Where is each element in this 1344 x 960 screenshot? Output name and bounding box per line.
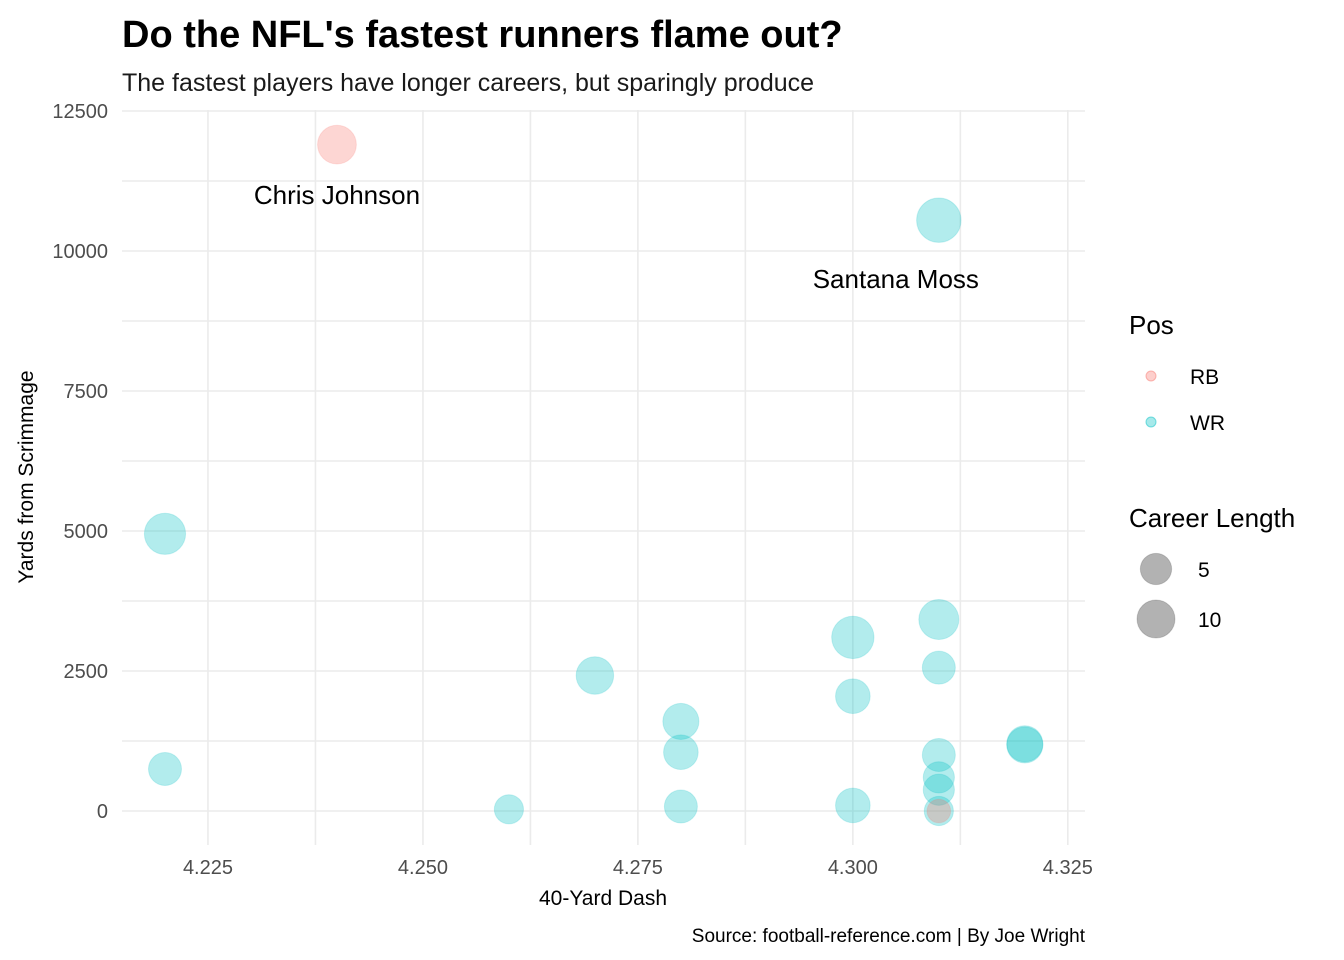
x-axis-title: 40-Yard Dash bbox=[539, 887, 667, 910]
data-point-wr bbox=[575, 656, 615, 695]
data-points bbox=[143, 124, 1044, 827]
legend-label-wr: WR bbox=[1190, 412, 1225, 435]
data-point-wr bbox=[662, 702, 700, 740]
y-tick-label: 12500 bbox=[52, 101, 108, 123]
data-point-rb bbox=[317, 124, 357, 165]
legend-size-label: 5 bbox=[1198, 559, 1210, 582]
x-tick-label: 4.225 bbox=[183, 857, 233, 879]
x-tick-label: 4.275 bbox=[613, 857, 663, 879]
legend-size-items: 5 10 bbox=[1136, 552, 1221, 639]
chart-caption: Source: football-reference.com | By Joe … bbox=[692, 926, 1086, 947]
data-point-wr bbox=[143, 512, 187, 555]
annotations: Chris Johnson Santana Moss bbox=[254, 180, 979, 294]
legend-key-rb bbox=[1145, 370, 1157, 382]
x-tick-label: 4.250 bbox=[398, 857, 448, 879]
data-point-rb bbox=[926, 798, 952, 824]
data-point-wr bbox=[1006, 725, 1044, 763]
point-annotation: Chris Johnson bbox=[254, 180, 420, 210]
legend: Pos RB WR Career Length 5 10 bbox=[1129, 310, 1295, 639]
data-point-wr bbox=[921, 650, 956, 685]
data-point-wr bbox=[921, 738, 956, 772]
y-tick-label: 10000 bbox=[52, 241, 108, 263]
y-axis-title: Yards from Scrimmage bbox=[15, 370, 38, 583]
grid bbox=[122, 110, 1085, 845]
data-point-wr bbox=[922, 761, 955, 794]
x-axis-ticks: 4.225 4.250 4.275 4.300 4.325 bbox=[183, 857, 1093, 879]
data-point-wr bbox=[922, 773, 955, 806]
legend-title-career-length: Career Length bbox=[1129, 503, 1295, 533]
legend-color-items: RB WR bbox=[1145, 366, 1225, 435]
y-tick-label: 7500 bbox=[64, 381, 109, 403]
y-tick-label: 2500 bbox=[64, 661, 109, 683]
data-point-wr bbox=[831, 615, 875, 660]
y-tick-label: 0 bbox=[97, 801, 108, 823]
chart-subtitle: The fastest players have longer careers,… bbox=[122, 69, 814, 97]
y-axis-ticks: 0 2500 5000 7500 10000 12500 bbox=[52, 101, 108, 823]
data-point-wr bbox=[923, 795, 954, 827]
y-tick-label: 5000 bbox=[64, 521, 109, 543]
data-point-wr bbox=[918, 598, 960, 640]
data-point-wr bbox=[1006, 726, 1044, 764]
data-point-wr bbox=[835, 678, 871, 715]
data-point-wr bbox=[663, 734, 699, 771]
x-tick-label: 4.300 bbox=[828, 857, 878, 879]
data-point-wr bbox=[835, 787, 871, 824]
legend-title-pos: Pos bbox=[1129, 310, 1174, 340]
legend-size-key bbox=[1136, 599, 1176, 639]
chart-title: Do the NFL's fastest runners flame out? bbox=[122, 14, 843, 56]
legend-key-wr bbox=[1145, 416, 1157, 428]
legend-size-key bbox=[1139, 552, 1173, 586]
data-point-wr bbox=[916, 197, 962, 243]
legend-label-rb: RB bbox=[1190, 366, 1219, 389]
data-point-wr bbox=[663, 789, 698, 824]
legend-size-label: 10 bbox=[1198, 609, 1221, 632]
data-point-wr bbox=[147, 752, 182, 786]
point-annotation: Santana Moss bbox=[813, 264, 979, 294]
data-point-wr bbox=[493, 794, 525, 825]
x-tick-label: 4.325 bbox=[1043, 857, 1093, 879]
